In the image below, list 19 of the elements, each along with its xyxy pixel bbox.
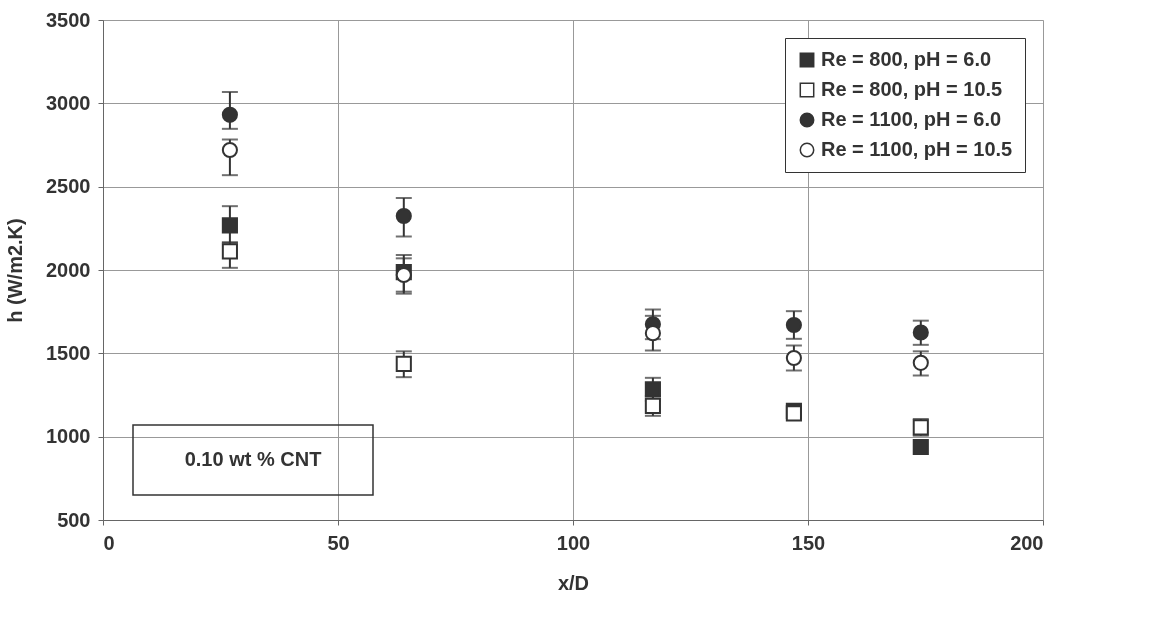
y-tick-label: 1500 — [46, 341, 91, 364]
y-axis-title: h (W/m2.K) — [4, 218, 27, 323]
x-tick-label: 50 — [327, 531, 350, 554]
y-tick-label: 500 — [57, 508, 91, 531]
annotation: 0.10 wt % CNT — [184, 448, 322, 470]
legend-label: Re = 1100, pH = 10.5 — [821, 138, 1013, 160]
y-tick-label: 3500 — [46, 8, 91, 31]
x-tick-label: 100 — [556, 531, 591, 554]
legend-label: Re = 1100, pH = 6.0 — [821, 108, 1002, 130]
legend-label: Re = 800, pH = 10.5 — [821, 78, 1003, 100]
y-tick-label: 2000 — [46, 258, 91, 281]
y-tick-label: 2500 — [46, 175, 91, 198]
y-tick-label: 1000 — [46, 425, 91, 448]
x-tick-label: 150 — [791, 531, 826, 554]
x-axis-title: x/D — [557, 571, 590, 594]
y-tick-label: 3000 — [46, 91, 91, 114]
x-tick-label: 0 — [103, 531, 115, 554]
x-tick-label: 200 — [1010, 531, 1044, 554]
legend-label: Re = 800, pH = 6.0 — [821, 48, 992, 70]
